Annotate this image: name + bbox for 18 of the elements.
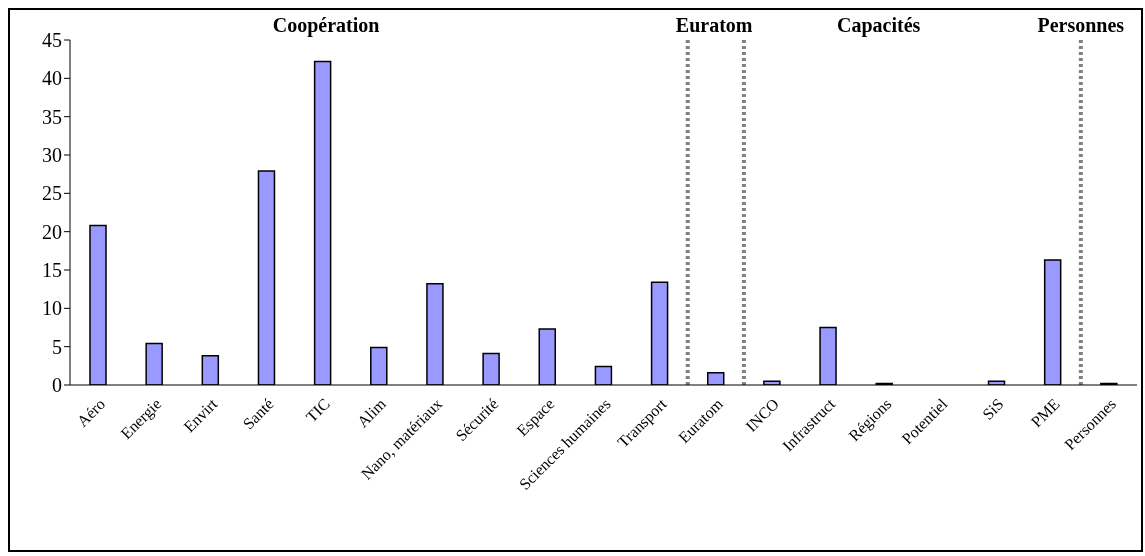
y-tick-label: 40 (42, 67, 62, 90)
text: Coopération (272, 14, 380, 37)
x-tick-label: TIC (302, 395, 333, 426)
y-tick-label: 15 (42, 259, 62, 282)
y-tick-label: 45 (42, 29, 62, 52)
y-tick-label: 10 (42, 297, 62, 320)
x-tick-label: SiS (979, 395, 1007, 423)
y-tick-label: 30 (42, 144, 62, 167)
y-tick-label: 25 (42, 182, 62, 205)
y-tick-label: 20 (42, 220, 62, 243)
text: Euratom (675, 14, 753, 37)
x-tick-label: Aéro (73, 395, 109, 430)
y-tick-label: 35 (42, 105, 62, 128)
text: Capacités (837, 14, 921, 37)
text: Personnes (1037, 14, 1125, 37)
y-tick-label: 5 (52, 335, 62, 358)
x-tick-label: Alim (353, 394, 390, 431)
y-tick-label: 0 (52, 374, 62, 397)
